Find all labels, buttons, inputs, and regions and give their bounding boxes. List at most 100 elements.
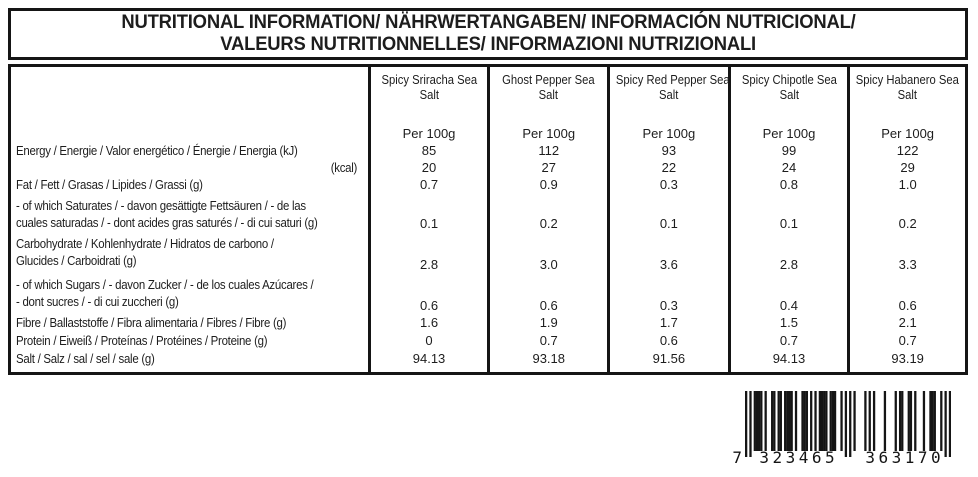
value-carbohydrate: 3.0 [539,257,558,272]
value-energy-kj: 93 [661,143,677,158]
spacer [731,103,848,125]
value-fat: 0.8 [779,177,798,192]
value-protein: 0.7 [779,333,798,348]
product-name: Spicy Sriracha Sea Salt [377,67,482,103]
spacer [610,103,728,125]
row-label-sugars-line2: - dont sucres / - di cui zuccheri (g) [16,294,179,309]
value-saturates: 0.1 [419,216,439,231]
row-label-energy-kj: Energy / Energie / Valor energético / Én… [16,143,298,158]
barcode-digit-prefix: 7 [732,448,742,467]
value-energy-kj: 99 [781,143,797,158]
value-fibre: 2.1 [898,315,917,330]
row-label-energy-kcal: (kcal) [330,160,358,175]
nutrition-table: Energy / Energie / Valor energético / Én… [8,64,968,375]
value-energy-kcal: 22 [661,160,677,175]
value-sugars: 0.6 [898,298,917,313]
value-saturates: 0.2 [898,216,917,231]
value-protein: 0.7 [539,333,558,348]
per-100g-label: Per 100g [642,126,696,141]
product-name-line2: Salt [539,88,559,102]
value-saturates: 0.1 [659,216,678,231]
product-name-line1: Spicy Chipotle Sea [741,73,837,87]
value-carbohydrate: 2.8 [779,257,798,272]
value-fat: 0.3 [659,177,678,192]
product-name-line2: Salt [419,88,439,102]
value-protein: 0.6 [659,333,678,348]
value-carbohydrate: 3.6 [659,257,678,272]
row-label-carbohydrate-line1: Carbohydrate / Kohlenhydrate / Hidratos … [16,236,274,251]
value-fibre: 1.7 [659,315,678,330]
per-100g-label: Per 100g [881,126,935,141]
value-fat: 1.0 [898,177,917,192]
title-box: NUTRITIONAL INFORMATION/ NÄHRWERTANGABEN… [8,8,968,60]
product-name-line2: Salt [659,88,679,102]
value-fibre: 1.6 [419,315,439,330]
value-carbohydrate: 3.3 [898,257,917,272]
value-sugars: 0.6 [539,298,558,313]
row-label-saturates-line1: - of which Saturates / - davon gesättigt… [16,198,306,213]
product-name-line1: Spicy Red Pepper Sea [615,73,730,87]
row-label-salt: Salt / Salz / sal / sel / sale (g) [16,351,155,366]
per-100g-label: Per 100g [522,126,576,141]
product-name: Ghost Pepper Sea Salt [496,67,601,103]
product-name: Spicy Habanero Sea Salt [856,67,959,103]
row-label-fat: Fat / Fett / Grasas / Lipides / Grassi (… [16,177,203,192]
spacer [16,103,368,125]
row-label-protein: Protein / Eiweiß / Proteínas / Protéines… [16,333,268,348]
value-carbohydrate: 2.8 [419,257,439,272]
barcode-bars [745,391,951,457]
value-saturates: 0.1 [779,216,798,231]
product-name-line1: Ghost Pepper Sea [502,73,596,87]
row-label-fibre: Fibre / Ballaststoffe / Fibra alimentari… [16,315,287,330]
value-sugars: 0.4 [779,298,798,313]
title-line-2: VALEURS NUTRITIONNELLES/ INFORMAZIONI NU… [220,34,756,55]
product-name: Spicy Red Pepper Sea Salt [615,67,730,103]
value-salt: 94.13 [772,351,806,366]
row-label-saturates-line2: cuales saturadas / - dont acides gras sa… [16,215,318,230]
value-fibre: 1.5 [779,315,798,330]
product-name-line1: Spicy Sriracha Sea [381,73,477,87]
spacer [16,125,368,142]
per-100g-label: Per 100g [402,126,456,141]
product-column-sriracha: Spicy Sriracha Sea Salt Per 100g 85 20 0… [367,67,488,372]
label-column: Energy / Energie / Valor energético / Én… [11,67,368,372]
value-salt: 93.18 [532,351,566,366]
spacer [850,103,965,125]
product-name-line2: Salt [897,88,918,102]
row-label-carbohydrate-line2: Glucides / Carboidrati (g) [16,253,137,268]
value-energy-kcal: 29 [900,160,915,175]
value-fibre: 1.9 [539,315,558,330]
value-fat: 0.9 [539,177,558,192]
value-saturates: 0.2 [539,216,558,231]
product-name: Spicy Chipotle Sea Salt [736,67,841,103]
spacer [371,103,488,125]
value-protein: 0.7 [898,333,917,348]
per-100g-label: Per 100g [762,126,816,141]
row-label-saturates: - of which Saturates / - davon gesättigt… [16,194,325,232]
spacer [16,67,368,103]
row-label-carbohydrate: Carbohydrate / Kohlenhydrate / Hidratos … [16,232,325,273]
spacer [490,103,607,125]
barcode-digits-left: 323465 [759,448,839,467]
value-energy-kcal: 24 [781,160,797,175]
row-label-sugars: - of which Sugars / - davon Zucker / - d… [16,273,325,314]
value-energy-kcal: 27 [541,160,556,175]
value-sugars: 0.6 [419,298,439,313]
value-sugars: 0.3 [659,298,678,313]
ean13-barcode: 7 323465 363170 [722,391,964,473]
value-energy-kj: 85 [421,143,437,158]
value-energy-kj: 122 [896,143,919,158]
product-name-line2: Salt [779,88,799,102]
value-protein: 0 [425,333,433,348]
product-column-red-pepper: Spicy Red Pepper Sea Salt Per 100g 93 22… [607,67,730,372]
value-energy-kj: 112 [538,143,560,158]
value-energy-kcal: 20 [421,160,437,175]
value-fat: 0.7 [419,177,439,192]
product-column-chipotle: Spicy Chipotle Sea Salt Per 100g 99 24 0… [727,67,848,372]
product-column-ghost-pepper: Ghost Pepper Sea Salt Per 100g 112 27 0.… [487,67,607,372]
product-column-habanero: Spicy Habanero Sea Salt Per 100g 122 29 … [847,67,965,372]
barcode-digits-right: 363170 [865,448,945,467]
value-salt: 94.13 [412,351,446,366]
value-salt: 93.19 [891,351,924,366]
